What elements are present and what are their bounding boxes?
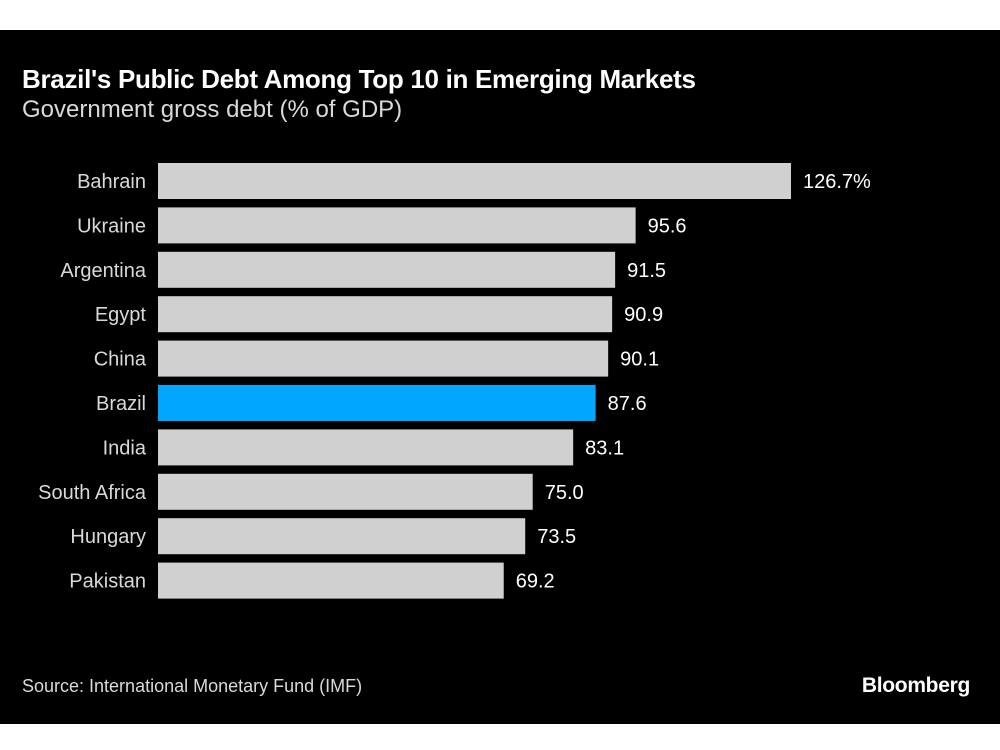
- bar-pakistan: [158, 562, 504, 599]
- category-label-india: India: [103, 437, 147, 459]
- chart-title: Brazil's Public Debt Among Top 10 in Eme…: [22, 64, 696, 94]
- value-label-bahrain: 126.7%: [803, 171, 871, 193]
- value-label-south-africa: 75.0: [545, 482, 584, 504]
- category-label-pakistan: Pakistan: [69, 571, 146, 593]
- bar-ukraine: [158, 207, 636, 244]
- chart-panel: Brazil's Public Debt Among Top 10 in Eme…: [0, 30, 1000, 724]
- chart-subtitle: Government gross debt (% of GDP): [22, 96, 403, 123]
- value-label-india: 83.1: [585, 437, 624, 459]
- value-label-pakistan: 69.2: [516, 571, 555, 593]
- value-label-argentina: 91.5: [627, 260, 666, 282]
- value-label-brazil: 87.6: [608, 393, 647, 415]
- value-label-china: 90.1: [620, 349, 659, 371]
- category-label-hungary: Hungary: [70, 526, 146, 548]
- category-label-china: China: [94, 349, 147, 371]
- bar-hungary: [158, 518, 526, 555]
- category-label-egypt: Egypt: [95, 304, 147, 326]
- bar-south-africa: [158, 473, 533, 510]
- category-label-brazil: Brazil: [96, 393, 146, 415]
- category-label-ukraine: Ukraine: [77, 215, 146, 237]
- bar-argentina: [158, 251, 616, 288]
- category-label-bahrain: Bahrain: [77, 171, 146, 193]
- bar-brazil: [158, 385, 596, 421]
- bar-india: [158, 429, 574, 466]
- bloomberg-logo: Bloomberg: [861, 674, 970, 697]
- bar-bahrain: [158, 163, 791, 199]
- bar-egypt: [158, 296, 613, 333]
- value-label-egypt: 90.9: [624, 304, 663, 326]
- category-label-south-africa: South Africa: [38, 482, 147, 504]
- bar-china: [158, 340, 609, 377]
- value-label-ukraine: 95.6: [648, 215, 687, 237]
- bar-chart: Bahrain 126.7% Ukraine 95.6 Argentina 91.5 Egy…: [38, 163, 871, 599]
- value-label-hungary: 73.5: [537, 526, 576, 548]
- category-label-argentina: Argentina: [60, 260, 146, 282]
- source-note: Source: International Monetary Fund (IMF…: [22, 676, 363, 696]
